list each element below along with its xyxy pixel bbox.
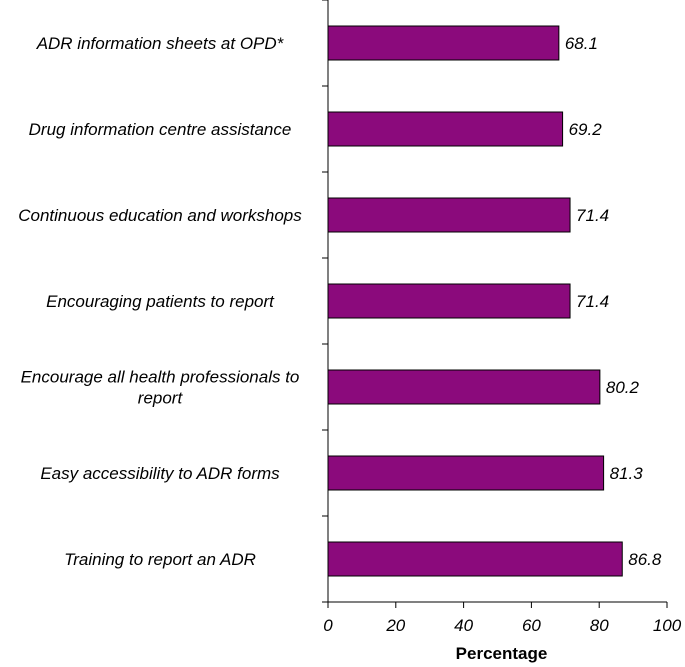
category-label-line: ADR information sheets at OPD* [36,34,285,53]
category-label-line: Encouraging patients to report [46,292,275,311]
bar [327,197,571,233]
data-label: 80.2 [606,378,640,397]
bar [327,111,564,147]
data-label: 69.2 [569,120,603,139]
chart-axes: 0 20 40 60 80 100 Percentage [322,0,682,663]
category-label-line: Drug information centre assistance [29,120,292,139]
category-label-line: Easy accessibility to ADR forms [40,464,280,483]
data-label: 81.3 [610,464,644,483]
category-label: Training to report an ADR [64,550,256,569]
category-label: ADR information sheets at OPD* [36,34,285,53]
category-label: Continuous education and workshops [18,206,302,225]
chart-labels: 68.1 ADR information sheets at OPD* 69.2 Dr… [18,34,662,569]
bar [327,283,571,319]
category-label-line: report [138,389,184,408]
data-label: 86.8 [628,550,662,569]
x-tick-label: 40 [454,616,473,635]
category-label: Easy accessibility to ADR forms [40,464,280,483]
data-label: 71.4 [576,206,609,225]
bar [327,455,605,491]
bar [327,369,601,405]
bar [327,541,623,577]
chart-bars [327,25,623,577]
x-tick-label: 100 [653,616,682,635]
x-tick-label: 0 [323,616,333,635]
x-tick-label: 20 [385,616,405,635]
data-label: 71.4 [576,292,609,311]
category-label-line: Training to report an ADR [64,550,256,569]
category-label-line: Encourage all health professionals to [21,368,300,387]
x-axis-title: Percentage [456,644,548,663]
category-label: Encouraging patients to report [46,292,275,311]
x-tick-label: 80 [590,616,609,635]
category-label: Encourage all health professionals to rep… [21,368,300,408]
bar [327,25,560,61]
x-tick-label: 60 [522,616,541,635]
category-label: Drug information centre assistance [29,120,292,139]
category-label-line: Continuous education and workshops [18,206,302,225]
data-label: 68.1 [565,34,598,53]
